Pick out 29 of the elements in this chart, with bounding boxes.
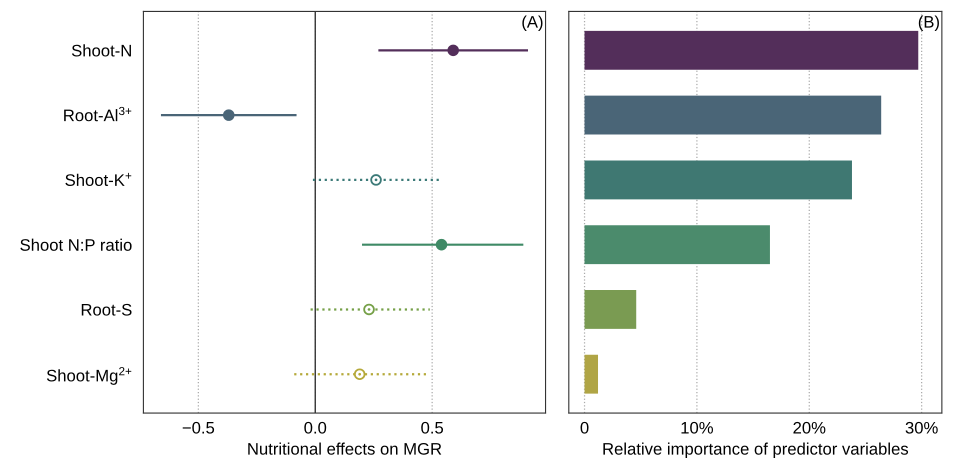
bar — [584, 30, 918, 70]
point — [436, 238, 448, 250]
x-tick-label: 20% — [793, 422, 826, 434]
y-tick-label: Shoot-N — [72, 44, 131, 57]
bar — [584, 290, 636, 329]
y-tick-label: Shoot-K$^{+}$ — [65, 172, 132, 186]
annotation: (B) — [918, 15, 939, 32]
y-tick-label: Root-S — [82, 304, 132, 316]
point — [370, 174, 382, 186]
bar — [584, 96, 882, 135]
x-tick-label: −0.5 — [182, 422, 214, 434]
point — [354, 368, 366, 380]
x-axis-title: Relative importance of predictor variables — [603, 442, 908, 458]
bar — [584, 354, 598, 394]
point — [222, 109, 235, 121]
y-tick-label: Shoot-Mg$^{2+}$ — [46, 367, 132, 385]
x-tick-label: 10% — [681, 422, 713, 434]
x-tick-label: 0.5 — [421, 422, 444, 434]
bar — [584, 160, 852, 200]
bar — [584, 225, 770, 264]
annotation: (A) — [522, 15, 542, 32]
x-tick-label: 30% — [906, 422, 938, 434]
y-tick-label: Root-Al$^{3+}$ — [64, 106, 132, 122]
y-tick-label: Shoot N:P ratio — [20, 238, 132, 251]
point — [363, 304, 375, 316]
x-axis-title: Nutritional effects on MGR — [248, 442, 442, 455]
point — [447, 44, 459, 56]
x-tick-label: 0 — [580, 422, 589, 434]
x-tick-label: 0.0 — [304, 422, 326, 434]
